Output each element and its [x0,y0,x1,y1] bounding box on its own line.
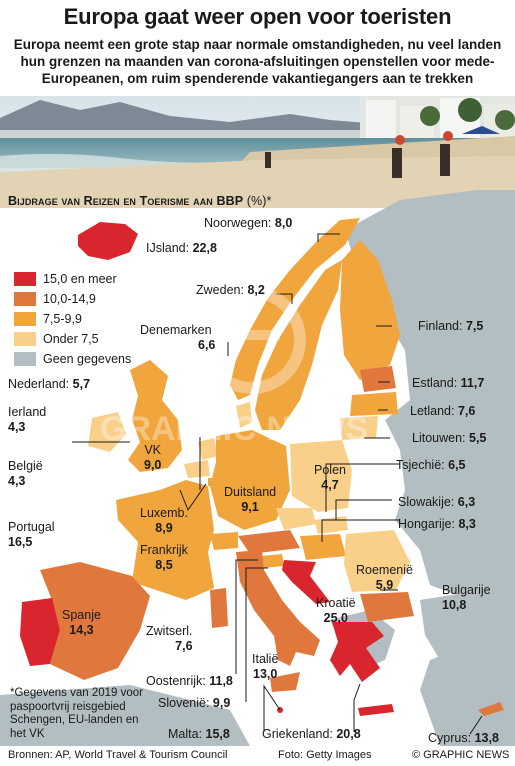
label-zweden: Zweden: 8,2 [196,283,265,297]
label-roemenie: Roemenië 5,9 [356,563,413,592]
country-litouwen [340,416,378,440]
country-griekenland [330,622,384,682]
region-nodata-turkey [420,585,515,660]
beach-photo [0,96,515,208]
legend-swatch [14,332,36,346]
country-oostenrijk [238,530,300,554]
country-vk [128,360,182,472]
label-slovenie: Slovenië: 9,9 [158,696,231,710]
watermark-logo [198,286,306,394]
label-hongarije: Hongarije: 8,3 [398,517,476,531]
region-nodata-east [345,190,515,746]
country-slowakije [314,516,348,534]
country-italie [236,550,320,666]
label-kroatie: Kroatië 25,0 [316,596,356,625]
label-luxemburg: Luxemb. 8,9 [140,506,188,535]
leader-lines [72,233,483,735]
country-portugal [20,598,60,666]
country-slovenie [262,554,284,568]
country-zweden [255,260,342,430]
country-griekenland-kreta [358,704,394,716]
country-tsjechie [276,508,316,530]
label-belgie: België 4,3 [8,459,43,488]
page-title: Europa gaat weer open voor toeristen [63,4,452,29]
legend-swatch [14,352,36,366]
country-belgie [184,460,210,478]
label-nederland: Nederland: 5,7 [8,377,91,391]
footnote: *Gegevens van 2019 voor paspoortvrij rei… [10,687,143,740]
sources: Bronnen: AP, World Travel & Tourism Coun… [8,749,228,761]
region-nodata-africa [0,685,250,746]
subtitle: Europa neemt een grote stap naar normale… [13,37,502,86]
label-estland: Estland: 11,7 [412,376,485,390]
legend-swatch [14,312,36,326]
country-spanje [40,562,150,680]
legend-swatch [14,292,36,306]
label-tsjechie: Tsjechië: 6,5 [396,458,466,472]
label-ijsland: IJsland: 22,8 [146,241,217,255]
country-italie-sardinie [210,588,228,628]
label-slowakije: Slowakije: 6,3 [398,495,476,509]
copyright: © GRAPHIC NEWS [412,749,510,761]
label-noorwegen: Noorwegen: 8,0 [204,216,293,230]
country-nederland [198,438,218,460]
label-duitsland: Duitsland 9,1 [224,485,277,514]
country-hongarije [300,534,346,560]
photo-credit: Foto: Getty Images [278,749,372,761]
country-roemenie [344,530,410,592]
label-finland: Finland: 7,5 [418,319,484,333]
country-italie-sicilie [270,672,300,692]
label-bulgarije: Bulgarije 10,8 [442,583,491,612]
label-cyprus: Cyprus: 13,8 [428,731,499,745]
label-griekenland: Griekenland: 20,8 [262,727,361,741]
country-bulgarije [360,592,414,622]
map-title: Bijdrage van Reizen en Toerisme aan BBP … [8,194,272,208]
label-denemarken: Denemarken 6,6 [140,323,216,352]
label-portugal: Portugal 16,5 [8,520,55,549]
legend-swatch [14,272,36,286]
europe-map [0,190,515,746]
label-italie: Italië 13,0 [252,652,279,681]
country-polen [290,440,352,512]
label-frankrijk: Frankrijk 8,5 [140,543,188,572]
label-spanje: Spanje 14,3 [62,608,101,637]
label-oostenrijk: Oostenrijk: 11,8 [146,674,233,688]
country-finland [340,240,400,380]
country-zwitserland [210,532,238,550]
label-letland: Letland: 7,6 [410,404,476,418]
country-ijsland [78,222,138,260]
watermark-text: GRAPHIC NEWS [100,410,369,448]
country-estland [360,366,396,392]
country-duitsland [210,430,290,530]
country-frankrijk [116,480,214,600]
label-litouwen: Litouwen: 5,5 [412,431,487,445]
label-polen: Polen 4,7 [314,463,346,492]
label-zwitserland: Zwitserl. 7,6 [146,624,193,653]
label-vk: VK 9,0 [144,443,162,472]
country-kroatie [282,560,330,604]
label-ierland: Ierland 4,3 [8,405,47,434]
country-noorwegen [230,218,360,400]
country-cyprus [478,702,504,716]
country-denemarken [236,402,252,428]
footer: Bronnen: AP, World Travel & Tourism Coun… [0,746,515,766]
label-malta: Malta: 15,8 [168,727,230,741]
